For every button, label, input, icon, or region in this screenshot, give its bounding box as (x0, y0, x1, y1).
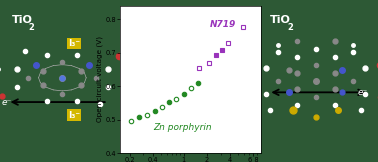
Text: Zn porphyrin: Zn porphyrin (153, 123, 212, 133)
Text: I₃⁻: I₃⁻ (245, 21, 257, 30)
Text: I₃⁻: I₃⁻ (245, 68, 257, 77)
Text: 2: 2 (287, 23, 293, 32)
Text: I₃⁻: I₃⁻ (245, 107, 257, 116)
Text: N719: N719 (210, 20, 236, 29)
Text: I₃⁻: I₃⁻ (68, 39, 80, 48)
Y-axis label: Open circuit voltage (V): Open circuit voltage (V) (96, 36, 103, 122)
Text: e⁻: e⁻ (357, 88, 367, 97)
Text: 2: 2 (29, 23, 35, 32)
Text: TiO: TiO (270, 15, 291, 25)
Text: I₃⁻: I₃⁻ (68, 110, 80, 120)
Text: TiO: TiO (12, 15, 33, 25)
Text: e⁻: e⁻ (2, 98, 12, 107)
